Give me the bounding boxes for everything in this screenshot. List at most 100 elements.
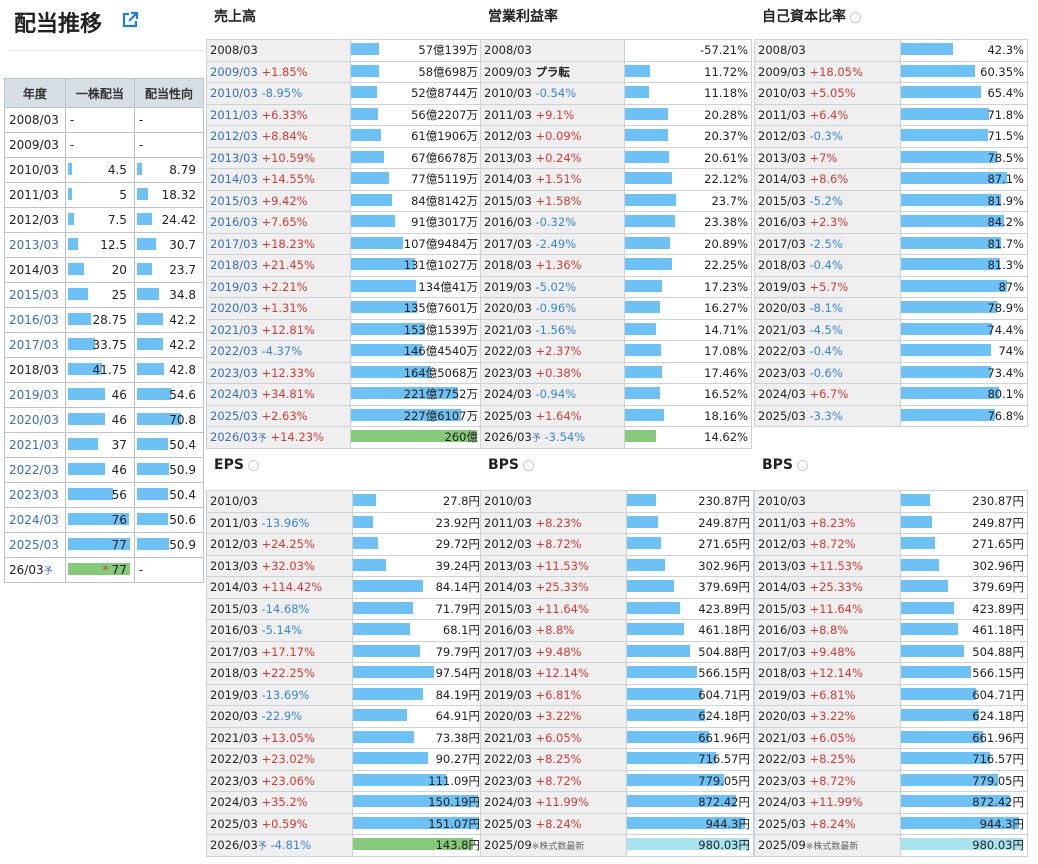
value-bar [901, 666, 971, 678]
row-label[interactable]: 2023/03 +12.33% [206, 361, 351, 384]
info-icon[interactable] [247, 459, 259, 471]
dividend-year[interactable]: 2025/03 [4, 532, 66, 558]
dividend-year[interactable]: 2016/03 [4, 307, 66, 333]
row-value: 73.4% [900, 361, 1028, 384]
row-label[interactable]: 2020/03 +1.31% [206, 297, 351, 320]
dividend-year: 2011/03 [4, 182, 66, 208]
row-label[interactable]: 2015/03 +9.42% [206, 189, 351, 212]
row-label[interactable]: 2017/03 +18.23% [206, 232, 351, 255]
panel-row: 2017/03 -2.5% 81.7% [754, 232, 1028, 255]
row-label: 2025/03 -3.3% [754, 404, 901, 427]
dividend-value: - [64, 132, 135, 158]
dividend-year[interactable]: 2017/03 [4, 332, 66, 358]
row-value: 61億1906万 [350, 125, 482, 148]
panel-row: 2021/03 -4.5% 74.4% [754, 318, 1028, 341]
row-label: 2025/09※株式数最新 [480, 834, 627, 857]
row-label: 2016/03 -0.32% [480, 211, 625, 234]
dividend-bar [67, 213, 74, 225]
value-bar [351, 43, 379, 55]
row-value: 23.7% [624, 189, 752, 212]
row-value: 230.87円 [900, 490, 1028, 513]
dividend-bar [67, 338, 95, 350]
value-bar [901, 494, 930, 506]
row-label: 2018/03 +12.14% [480, 662, 627, 685]
row-label: 2022/03 +23.02% [206, 748, 353, 771]
value-bar [625, 279, 662, 292]
value-bar [901, 215, 1004, 227]
dividend-row: 2021/03 37 50.4 [4, 432, 205, 458]
value-bar [353, 666, 434, 678]
row-label: 2025/03 +0.59% [206, 812, 353, 835]
dividend-year[interactable]: 2023/03 [4, 482, 66, 508]
payout-value: 50.6 [133, 507, 205, 533]
panel-row: 2016/03 +8.8% 461.18円 [754, 619, 1028, 642]
dividend-row: 2018/03 41.75 42.8 [4, 357, 205, 383]
panel-row: 2019/03 +5.7% 87% [754, 275, 1028, 298]
panel-row: 2009/03 プラ転 11.72% [480, 60, 752, 83]
dividend-year[interactable]: 2022/03 [4, 457, 66, 483]
info-icon[interactable] [850, 11, 861, 23]
value-bar [901, 172, 1007, 184]
dividend-year[interactable]: 2013/03 [4, 232, 66, 258]
row-value: 80.1% [900, 383, 1028, 406]
payout-bar [136, 363, 164, 375]
row-label: 2012/03 +8.72% [754, 533, 901, 556]
row-label: 2025/03 +1.64% [480, 404, 625, 427]
row-label[interactable]: 2024/03 +34.81% [206, 383, 351, 406]
row-label[interactable]: 2014/03 +14.55% [206, 168, 351, 191]
panel-row: 2021/03 -1.56% 14.71% [480, 318, 752, 341]
row-label[interactable]: 2012/03 +8.84% [206, 125, 351, 148]
row-label[interactable]: 2022/03 -4.37% [206, 340, 351, 363]
panel-row: 2015/03 +11.64% 423.89円 [480, 597, 754, 620]
panel-row: 2019/03 +6.81% 604.71円 [480, 683, 754, 706]
panel-row: 2017/03 +9.48% 504.88円 [480, 640, 754, 663]
dividend-year[interactable]: 2015/03 [4, 282, 66, 308]
row-value: 604.71円 [626, 683, 754, 706]
row-label[interactable]: 2009/03 +1.85% [206, 60, 351, 83]
row-label: 2010/03 +5.05% [754, 82, 901, 105]
dividend-value: 37 [64, 432, 135, 458]
value-bar [627, 838, 749, 850]
row-label: 2014/03 +1.51% [480, 168, 625, 191]
row-value: 153億1539万 [350, 318, 482, 341]
row-label[interactable]: 2013/03 +10.59% [206, 146, 351, 169]
panel-row: 2020/03 -22.9% 64.91円 [206, 705, 484, 728]
row-label[interactable]: 2018/03 +21.45% [206, 254, 351, 277]
row-value: 14.71% [624, 318, 752, 341]
row-label[interactable]: 2016/03 +7.65% [206, 211, 351, 234]
panel-row: 2013/03 +7% 78.5% [754, 146, 1028, 169]
dividend-year[interactable]: 2021/03 [4, 432, 66, 458]
value-bar [625, 236, 670, 249]
dividend-year[interactable]: 2019/03 [4, 382, 66, 408]
row-label[interactable]: 2010/03 -8.95% [206, 82, 351, 105]
value-bar [353, 816, 479, 829]
row-label: 2023/03 -0.6% [754, 361, 901, 384]
row-label[interactable]: 2019/03 +2.21% [206, 275, 351, 298]
row-label[interactable]: 2011/03 +6.33% [206, 103, 351, 126]
panel-row: 2015/03 +1.58% 23.7% [480, 189, 752, 212]
row-label: 2024/03 +11.99% [480, 791, 627, 814]
row-label[interactable]: 2025/03 +2.63% [206, 404, 351, 427]
value-bar [901, 258, 1000, 270]
panel-row: 2010/03 -8.95% 52億8744万 [206, 82, 482, 105]
row-label[interactable]: 2021/03 +12.81% [206, 318, 351, 341]
row-label[interactable]: 2026/03予 +14.23% [206, 426, 351, 449]
row-label: 2015/03 +1.58% [480, 189, 625, 212]
row-label: 2008/03 [206, 39, 351, 62]
value-bar [901, 795, 1010, 807]
info-icon[interactable] [797, 459, 809, 471]
dividend-year[interactable]: 2020/03 [4, 407, 66, 433]
value-bar [353, 623, 410, 635]
dividend-year[interactable]: 2024/03 [4, 507, 66, 533]
row-value: 151.07円 [352, 812, 484, 835]
info-icon[interactable] [523, 459, 535, 471]
dividend-value: - [64, 107, 135, 133]
value-bar [351, 322, 425, 335]
external-link-icon[interactable] [120, 10, 140, 30]
row-value: 423.89円 [626, 597, 754, 620]
row-value: 980.03円 [900, 834, 1028, 857]
row-value: 39.24円 [352, 554, 484, 577]
value-bar [901, 193, 1001, 206]
panel-row: 2016/03 +2.3% 84.2% [754, 211, 1028, 234]
value-bar [901, 322, 992, 335]
